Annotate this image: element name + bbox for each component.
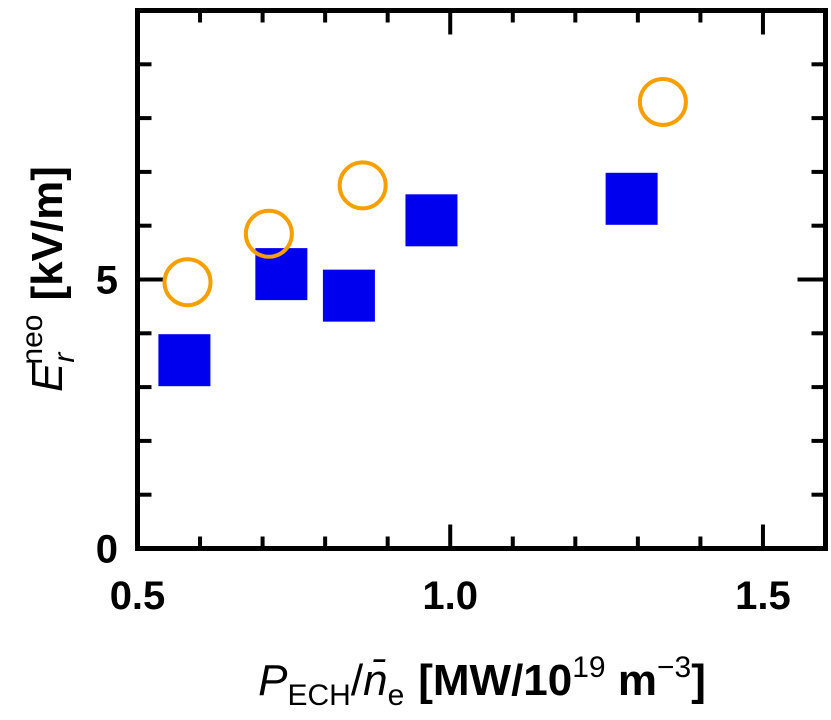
x-label-unit-open: [MW/10 (418, 656, 572, 705)
x-tick-label-2: 1.5 (735, 574, 791, 618)
x-label-unit-exp2: −3 (657, 651, 691, 684)
x-label-unit-close: ] (691, 656, 706, 705)
x-label-unit-exp: 19 (572, 651, 605, 684)
x-label-symbol-sub: ECH (288, 679, 351, 712)
y-label-symbol-sup: neo (16, 315, 49, 365)
square-point-2 (322, 269, 375, 322)
tick-labels-layer: 0.5 1.0 1.5 0 5 (96, 259, 791, 619)
x-tick-label-1: 1.0 (422, 574, 478, 618)
x-label-symbol: P (258, 656, 288, 705)
x-label-slash: / (351, 656, 364, 705)
circle-point-3 (637, 76, 688, 127)
square-point-3 (405, 194, 458, 247)
ticks-layer (135, 10, 826, 551)
x-tick-label-0: 0.5 (110, 574, 166, 618)
circle-point-0 (162, 257, 213, 308)
circle-point-1 (243, 208, 294, 259)
y-label-unit: [kV/m] (23, 166, 72, 300)
x-label-unit-mid: m (606, 656, 657, 705)
y-label-symbol-sub: r (48, 352, 81, 363)
x-label-denom: n̄ (363, 656, 387, 705)
y-tick-label-1: 5 (96, 259, 118, 303)
y-tick-label-0: 0 (96, 528, 118, 572)
plot-frame (135, 8, 828, 551)
x-axis-label: PECH/n̄e [MW/1019 m−3] (258, 651, 706, 712)
y-label-symbol: E (23, 362, 72, 392)
x-label-denom-sub: e (388, 679, 405, 712)
y-axis-label: Erneo [kV/m] (16, 166, 81, 392)
square-point-4 (605, 172, 658, 225)
points-layer (158, 76, 688, 387)
circle-point-2 (337, 160, 388, 211)
square-point-0 (158, 334, 211, 387)
